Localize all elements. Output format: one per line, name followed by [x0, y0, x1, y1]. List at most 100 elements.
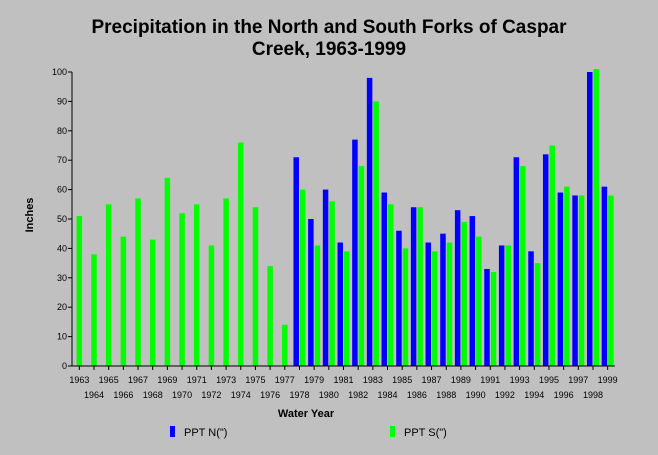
x-axis-title: Water Year — [278, 408, 335, 420]
bar-north — [322, 189, 329, 366]
y-tick-label: 70 — [57, 155, 67, 165]
y-tick-label: 90 — [57, 96, 67, 106]
x-tick-label: 1982 — [348, 390, 368, 400]
x-tick-label: 1964 — [84, 390, 104, 400]
x-tick-label: 1966 — [113, 390, 133, 400]
bar-south — [314, 245, 321, 366]
bar-south — [329, 201, 335, 366]
x-tick-label: 1973 — [216, 375, 236, 385]
bar-north — [440, 233, 446, 366]
bar-south — [432, 251, 438, 366]
x-tick-label: 1984 — [378, 390, 398, 400]
x-tick-label: 1972 — [201, 390, 221, 400]
bar-south — [91, 254, 97, 366]
x-tick-label: 1988 — [436, 390, 456, 400]
x-tick-label: 1997 — [568, 375, 588, 385]
bar-south — [402, 248, 409, 366]
y-tick-label: 10 — [57, 332, 67, 342]
bar-north — [293, 157, 299, 366]
bar-south — [299, 189, 306, 366]
x-tick-label: 1993 — [510, 375, 530, 385]
bar-south — [105, 204, 112, 366]
bar-north — [498, 245, 505, 366]
x-tick-label: 1994 — [524, 390, 544, 400]
bar-south — [358, 166, 365, 366]
bar-south — [238, 142, 244, 366]
bar-north — [484, 268, 490, 366]
bar-south — [76, 216, 83, 366]
y-tick-label: 0 — [62, 361, 67, 371]
y-tick-label: 50 — [57, 214, 67, 224]
y-tick-label: 40 — [57, 243, 67, 253]
legend-swatch-south — [390, 426, 395, 437]
x-tick-label: 1974 — [231, 390, 251, 400]
bar-south — [373, 101, 379, 367]
bar-north — [381, 192, 388, 366]
bar-south — [135, 198, 141, 366]
x-tick-label: 1980 — [319, 390, 339, 400]
x-tick-label: 1967 — [128, 375, 148, 385]
bar-south — [164, 177, 171, 366]
y-axis: 0 10 20 30 40 50 60 70 80 90 100 — [52, 67, 73, 371]
bar-south — [534, 263, 541, 366]
bar-north — [469, 216, 476, 366]
bar-north — [454, 210, 461, 366]
bar-north — [586, 72, 593, 366]
bar-south — [417, 207, 423, 366]
bar-south — [520, 166, 526, 366]
bar-south — [193, 204, 200, 366]
x-tick-label: 1985 — [392, 375, 412, 385]
x-tick-label: 1983 — [363, 375, 383, 385]
x-tick-label: 1978 — [289, 390, 309, 400]
bar-north — [425, 242, 432, 366]
x-tick-label: 1991 — [480, 375, 500, 385]
bar-south — [223, 198, 229, 366]
bar-north — [572, 195, 578, 366]
bar-north — [542, 154, 549, 366]
x-tick-label: 1971 — [187, 375, 207, 385]
bar-south — [208, 245, 215, 366]
bar-south — [608, 195, 614, 366]
x-tick-label: 1963 — [69, 375, 89, 385]
y-tick-label: 100 — [52, 67, 67, 77]
bar-south — [578, 195, 585, 366]
bar-south — [490, 271, 497, 366]
y-tick-label: 80 — [57, 126, 67, 136]
x-tick-label: 1996 — [554, 390, 574, 400]
x-tick-label: 1999 — [598, 375, 618, 385]
bar-south — [549, 145, 555, 366]
bar-south — [388, 204, 394, 366]
x-tick-label: 1990 — [466, 390, 486, 400]
bar-north — [396, 230, 402, 366]
x-tick-label: 1979 — [304, 375, 324, 385]
bar-south — [505, 245, 511, 366]
bar-south — [461, 221, 467, 366]
x-tick-label: 1995 — [539, 375, 559, 385]
chart-title-line-1: Precipitation in the North and South For… — [91, 17, 567, 38]
bar-south — [252, 207, 259, 366]
x-axis: 1963 1964 1965 1966 1967 1968 1969 1970 1971 1972… — [69, 365, 618, 400]
y-tick-label: 60 — [57, 185, 67, 195]
bar-north — [366, 77, 373, 366]
bar-south — [267, 266, 273, 366]
bar-south — [593, 69, 599, 366]
chart-title-line-2: Creek, 1963-1999 — [252, 39, 406, 60]
y-tick-label: 20 — [57, 302, 67, 312]
x-tick-label: 1986 — [407, 390, 427, 400]
x-tick-label: 1989 — [451, 375, 471, 385]
x-tick-label: 1992 — [495, 390, 515, 400]
bars-group — [76, 69, 614, 367]
x-tick-label: 1981 — [333, 375, 353, 385]
y-tick-label: 30 — [57, 273, 67, 283]
x-tick-label: 1975 — [245, 375, 265, 385]
bar-north — [337, 242, 343, 366]
bar-south — [179, 213, 185, 366]
bar-north — [352, 139, 358, 366]
legend-label-south: PPT S(") — [404, 427, 447, 439]
x-tick-label: 1976 — [260, 390, 280, 400]
legend-label-north: PPT N(") — [184, 427, 227, 439]
x-tick-label: 1970 — [172, 390, 192, 400]
bar-south — [344, 251, 350, 366]
x-tick-label: 1987 — [422, 375, 442, 385]
